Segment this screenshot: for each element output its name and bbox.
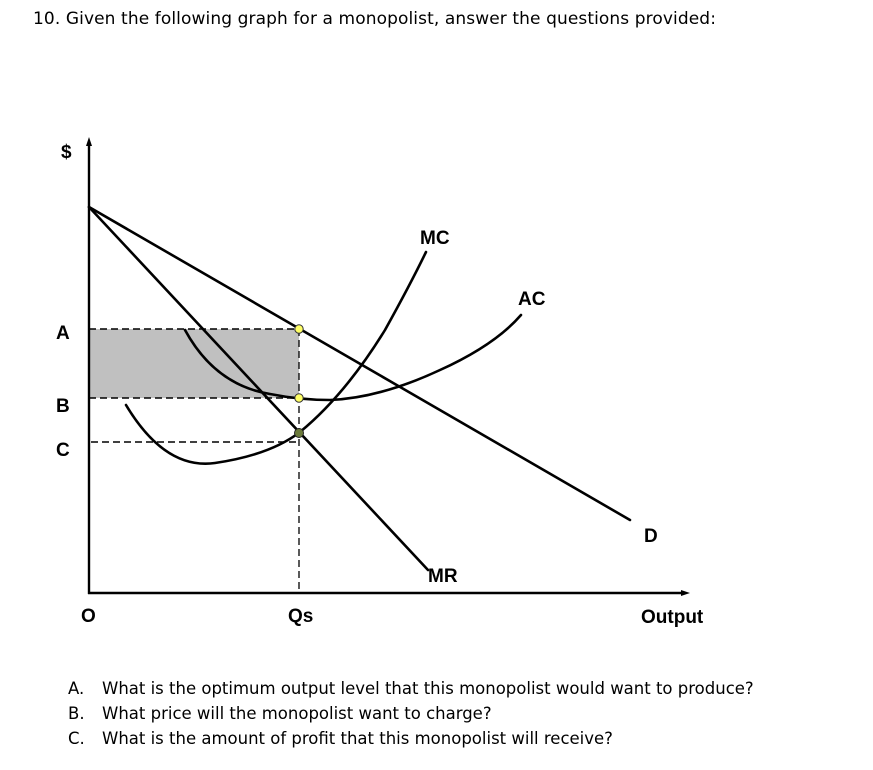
ac-label: AC bbox=[518, 289, 546, 310]
question-title: 10. Given the following graph for a mono… bbox=[33, 9, 716, 29]
average-cost-curve bbox=[183, 313, 523, 402]
ac-point-b bbox=[294, 393, 304, 403]
demand-curve bbox=[87, 205, 632, 522]
question-text: What is the optimum output level that th… bbox=[102, 679, 754, 698]
question-list: A. What is the optimum output level that… bbox=[68, 676, 754, 751]
question-marker: A. bbox=[68, 679, 85, 698]
price-label-a: A bbox=[56, 323, 70, 344]
y-axis-arrow-icon bbox=[86, 137, 92, 146]
x-axis-label: Output bbox=[641, 607, 704, 628]
price-label-c: C bbox=[56, 440, 70, 461]
question-item-b: B. What price will the monopolist want t… bbox=[68, 701, 754, 726]
question-text: Given the following graph for a monopoli… bbox=[65, 9, 717, 29]
origin-label: O bbox=[81, 606, 96, 627]
question-marker: B. bbox=[68, 704, 85, 723]
guide-lines bbox=[89, 328, 300, 594]
axes bbox=[87, 143, 684, 595]
price-point-a bbox=[294, 324, 304, 334]
question-number: 10. bbox=[33, 9, 61, 29]
mr-label: MR bbox=[428, 566, 458, 587]
price-label-b: B bbox=[56, 396, 70, 417]
monopolist-graph: $ A B C O Qs Output MC AC D MR bbox=[56, 137, 704, 628]
demand-label: D bbox=[644, 526, 658, 547]
x-axis-arrow-icon bbox=[681, 590, 690, 596]
quantity-label-qs: Qs bbox=[288, 606, 313, 627]
question-item-a: A. What is the optimum output level that… bbox=[68, 676, 754, 701]
question-text: What price will the monopolist want to c… bbox=[102, 704, 492, 723]
question-item-c: C. What is the amount of profit that thi… bbox=[68, 726, 754, 751]
question-text: What is the amount of profit that this m… bbox=[102, 729, 613, 748]
mc-mr-intersection-point bbox=[294, 428, 304, 438]
y-axis-label: $ bbox=[61, 142, 72, 163]
marginal-revenue-curve bbox=[87, 205, 430, 572]
profit-rectangle bbox=[89, 329, 299, 398]
mc-label: MC bbox=[420, 228, 450, 249]
question-marker: C. bbox=[68, 729, 85, 748]
